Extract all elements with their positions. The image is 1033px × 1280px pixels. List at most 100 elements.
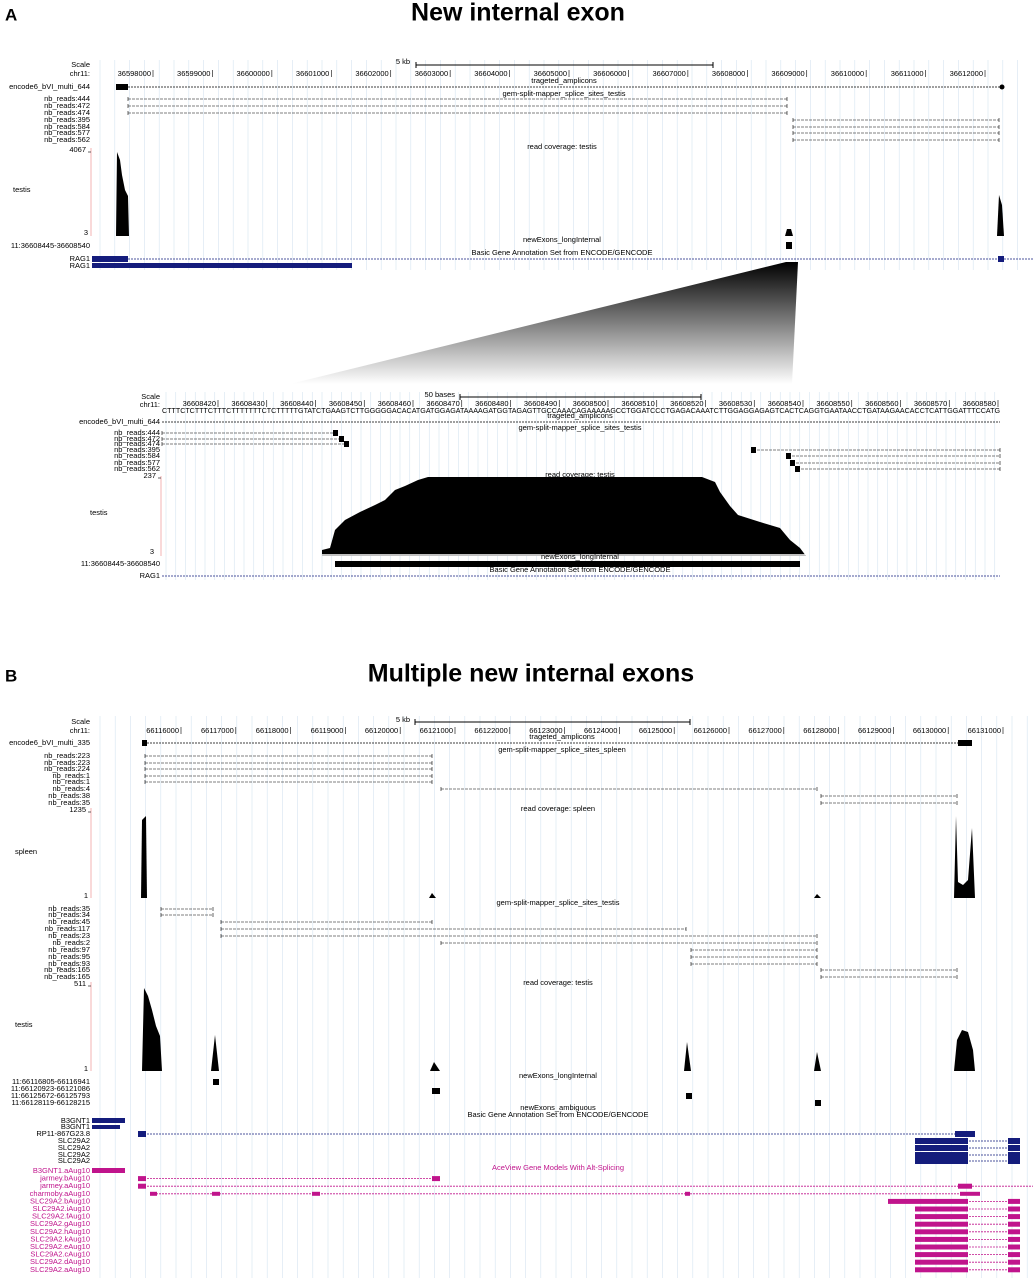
position-label: 36608500 xyxy=(573,399,606,408)
label: trageted_amplicons xyxy=(531,76,597,85)
position-label: 66117000 xyxy=(201,726,234,735)
block xyxy=(92,263,150,268)
exon xyxy=(138,1183,146,1189)
position-label: 66118000 xyxy=(256,726,289,735)
coverage xyxy=(997,195,1004,236)
label: SLC29A2.aAug10 xyxy=(30,1265,90,1274)
label: Basic Gene Annotation Set from ENCODE/GE… xyxy=(468,1110,649,1119)
exon xyxy=(958,1183,972,1189)
label: SLC29A2.kAug10 xyxy=(30,1234,90,1243)
exon xyxy=(312,1191,320,1196)
exon xyxy=(138,1176,146,1182)
label: trageted_amplicons xyxy=(529,732,595,741)
position-label: 66130000 xyxy=(913,726,946,735)
grid xyxy=(99,60,1028,1278)
label: nb_reads:34 xyxy=(48,910,90,919)
label: nb_reads:1 xyxy=(52,771,90,780)
position-label: 36608480 xyxy=(475,399,508,408)
end-dot xyxy=(999,84,1005,90)
position-label: 36608550 xyxy=(816,399,849,408)
position-label: 66122000 xyxy=(474,726,507,735)
exon xyxy=(1008,1259,1020,1265)
label: nb_reads:117 xyxy=(45,924,90,933)
label: B3GNT1 xyxy=(61,1122,90,1131)
exon xyxy=(1008,1244,1020,1250)
block xyxy=(686,1093,692,1099)
label: gem-split-mapper_splice_sites_testis xyxy=(497,898,620,907)
exon xyxy=(1008,1145,1020,1151)
label: SLC29A2 xyxy=(58,1156,90,1165)
exon xyxy=(915,1221,968,1227)
label: B3GNT1.aAug10 xyxy=(33,1166,90,1175)
label: 1 xyxy=(84,891,88,900)
exon xyxy=(915,1145,968,1151)
label: RAG1 xyxy=(70,261,90,270)
position-label: 36608560 xyxy=(865,399,898,408)
position-label: 66129000 xyxy=(858,726,891,735)
block xyxy=(92,1125,120,1129)
exon xyxy=(915,1259,968,1265)
label: nb_reads:444 xyxy=(114,428,160,437)
block xyxy=(786,242,792,249)
position-label: 36604000 xyxy=(474,69,507,78)
exon xyxy=(955,1131,975,1137)
exon xyxy=(1008,1138,1020,1144)
coverage xyxy=(116,152,129,236)
exon xyxy=(1008,1158,1020,1164)
exon xyxy=(1008,1236,1020,1242)
position-label: 36608580 xyxy=(963,399,996,408)
exon xyxy=(432,1176,440,1182)
panel-letter: B xyxy=(5,666,17,685)
label: newExons_ambiguous xyxy=(520,1103,596,1112)
label: nb_reads:35 xyxy=(48,798,90,807)
label: newExons_longInternal xyxy=(519,1071,597,1080)
position-label: 66116000 xyxy=(146,726,179,735)
label: chr11: xyxy=(70,69,90,78)
position-label: 66121000 xyxy=(420,726,453,735)
position-label: 66120000 xyxy=(365,726,398,735)
position-label: 36608490 xyxy=(524,399,557,408)
label: 11:66125672-66125793 xyxy=(11,1091,90,1100)
coverage xyxy=(429,893,436,898)
label: 11:66120923-66121086 xyxy=(11,1084,90,1093)
block xyxy=(815,1100,821,1106)
exon xyxy=(150,1191,157,1196)
position-label: 36609000 xyxy=(771,69,804,78)
label: testis xyxy=(15,1020,33,1029)
block xyxy=(92,1118,125,1123)
exon xyxy=(958,740,972,746)
block xyxy=(92,256,128,262)
label: nb_reads:562 xyxy=(114,464,160,473)
position-label: 36598000 xyxy=(118,69,151,78)
label: SLC29A2.iAug10 xyxy=(32,1204,90,1213)
position-label: 36612000 xyxy=(950,69,983,78)
exon xyxy=(138,1131,146,1137)
label: encode6_bVI_multi_335 xyxy=(9,738,90,747)
label: nb_reads:4 xyxy=(52,784,90,793)
label: charmoby.aAug10 xyxy=(30,1189,90,1198)
label: Basic Gene Annotation Set from ENCODE/GE… xyxy=(472,248,653,257)
block xyxy=(142,740,147,746)
label: spleen xyxy=(15,847,37,856)
position-label: 36608470 xyxy=(426,399,459,408)
label: nb_reads:97 xyxy=(48,945,90,954)
label: SLC29A2.dAug10 xyxy=(30,1257,90,1266)
label: 11:36608445-36608540 xyxy=(81,559,160,568)
label: nb_reads:38 xyxy=(48,791,90,800)
label: SLC29A2.hAug10 xyxy=(30,1227,90,1236)
exon xyxy=(1008,1221,1020,1227)
label: read coverage: testis xyxy=(545,470,615,479)
position-label: 36608460 xyxy=(378,399,411,408)
block xyxy=(795,466,800,472)
exon xyxy=(915,1158,968,1164)
position-label: 36607000 xyxy=(652,69,685,78)
label: RAG1 xyxy=(70,254,90,263)
exon xyxy=(1008,1214,1020,1220)
exon xyxy=(1008,1152,1020,1158)
position-label: 36611000 xyxy=(891,69,924,78)
exon xyxy=(915,1152,968,1158)
position-label: 66126000 xyxy=(694,726,727,735)
label: read coverage: testis xyxy=(527,142,597,151)
label: nb_reads:577 xyxy=(44,128,90,137)
